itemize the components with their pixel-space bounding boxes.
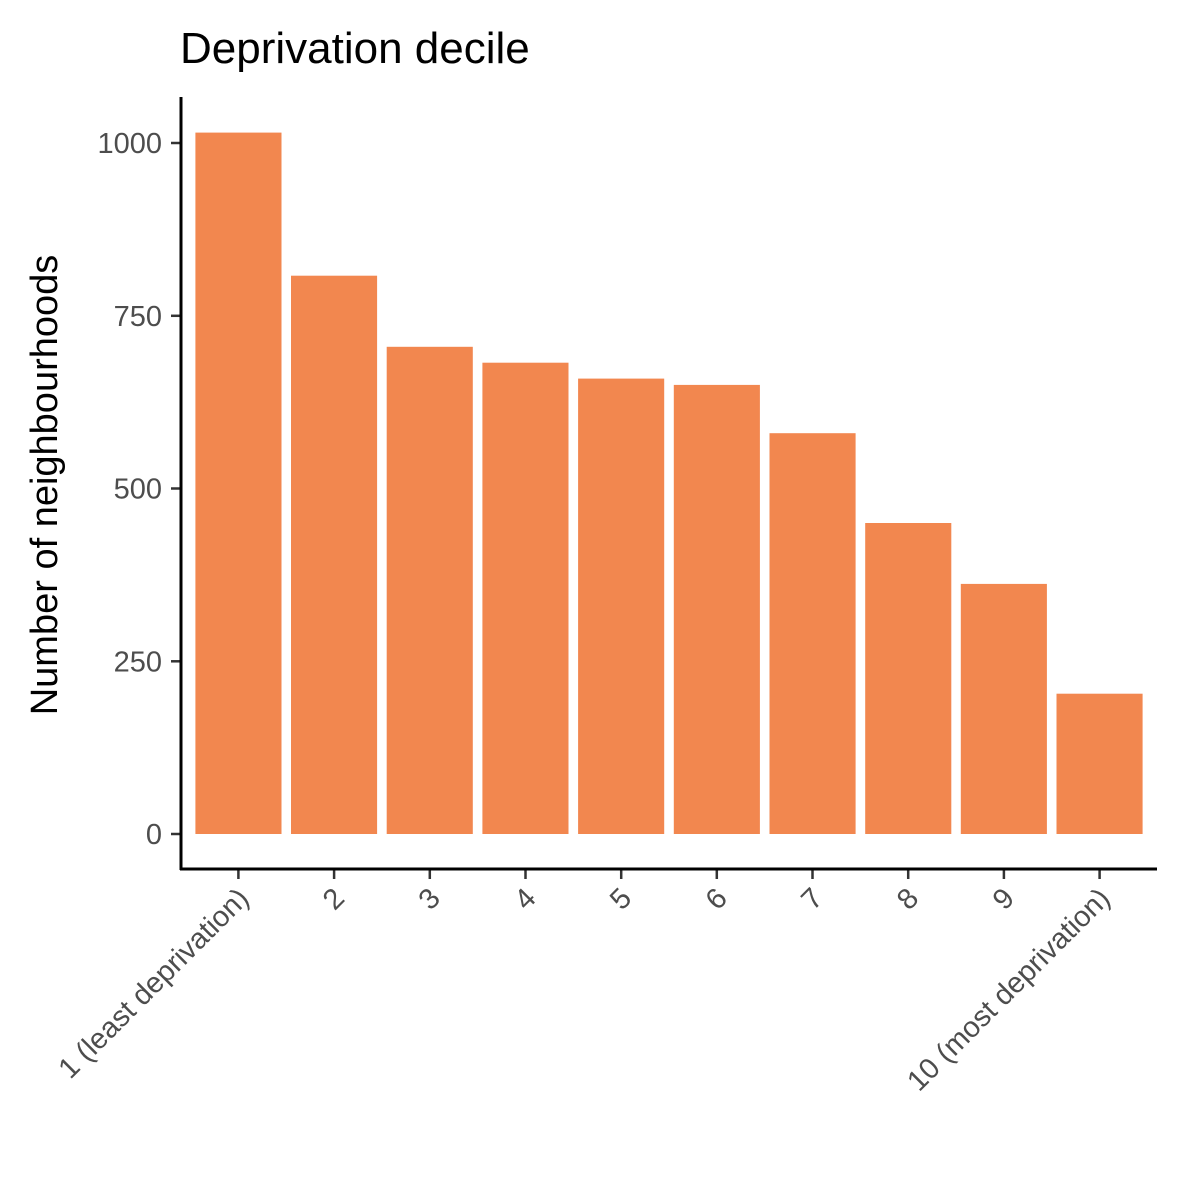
- bar-8: [865, 523, 952, 834]
- y-tick-label: 1000: [97, 128, 162, 160]
- bar-7: [769, 433, 856, 834]
- x-tick-label: 9: [987, 882, 1021, 916]
- chart-title: Deprivation decile: [180, 24, 530, 73]
- x-tick-label: 6: [700, 882, 734, 916]
- bar-3: [386, 346, 473, 834]
- x-tick-label: 7: [795, 882, 829, 916]
- bar-10: [1056, 693, 1143, 834]
- bar-5: [578, 378, 665, 834]
- bar-4: [482, 362, 569, 834]
- x-tick-label: 5: [604, 882, 638, 916]
- x-tick-label: 2: [317, 882, 351, 916]
- x-tick-label: 1 (least deprivation): [53, 882, 256, 1085]
- bar-2: [291, 275, 378, 834]
- x-tick-label: 8: [891, 882, 925, 916]
- y-axis-title: Number of neighbourhoods: [24, 255, 66, 716]
- y-axis-ticks: 0 250 500 750 1000: [97, 128, 180, 851]
- y-tick-label: 500: [114, 474, 162, 506]
- y-tick-label: 750: [114, 301, 162, 333]
- x-tick-label: 3: [413, 882, 447, 916]
- bar-1: [195, 132, 282, 835]
- bar-9: [960, 583, 1047, 834]
- y-tick-label: 250: [114, 646, 162, 678]
- bar-6: [673, 384, 760, 834]
- x-tick-label: 4: [508, 882, 542, 916]
- x-axis-ticks: 1 (least deprivation) 2 3 4 5 6 7 8 910 (most de…: [53, 870, 1117, 1098]
- y-tick-label: 0: [146, 819, 162, 851]
- bars-group: [195, 132, 1143, 835]
